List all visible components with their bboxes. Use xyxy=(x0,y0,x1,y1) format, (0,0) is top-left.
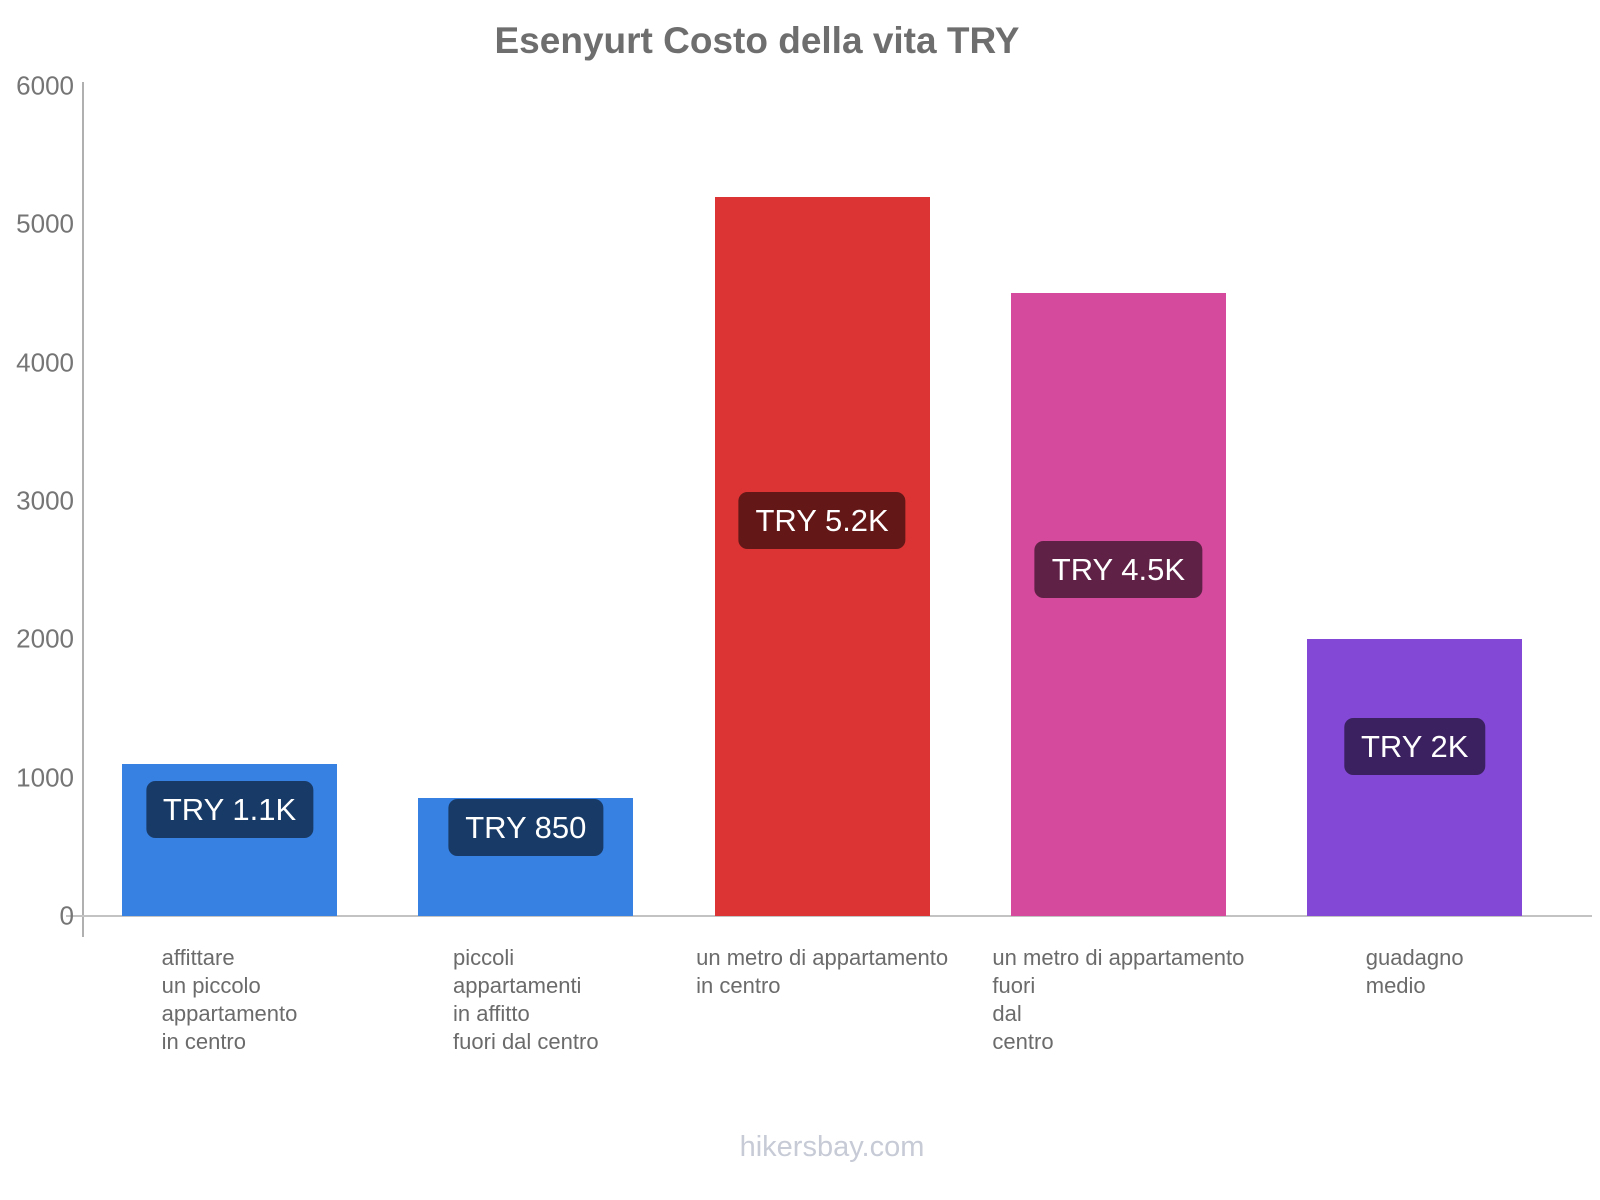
footer-watermark: hikersbay.com xyxy=(739,1131,925,1163)
value-badge: TRY 2K xyxy=(1343,717,1486,775)
y-tick-label: 0 xyxy=(59,900,74,931)
y-tick-label: 4000 xyxy=(16,347,74,378)
y-tick-label: 6000 xyxy=(16,70,74,101)
bar: TRY 4.5K xyxy=(1010,293,1226,916)
x-category-label: un metro di appartamento fuori dal centr… xyxy=(992,945,1245,1054)
x-category-label: affittare un piccolo appartamento in cen… xyxy=(161,945,298,1054)
value-badge: TRY 850 xyxy=(448,798,604,856)
y-axis-line xyxy=(82,82,84,937)
value-badge: TRY 4.5K xyxy=(1034,541,1203,599)
bar: TRY 2K xyxy=(1307,639,1523,916)
x-category-label: un metro di appartamento in centro xyxy=(696,945,949,998)
x-category-label: piccoli appartamenti in affitto fuori da… xyxy=(453,945,599,1054)
chart-title: Esenyurt Costo della vita TRY xyxy=(494,20,1020,61)
bar: TRY 1.1K xyxy=(122,764,337,916)
value-badge: TRY 5.2K xyxy=(738,492,906,550)
value-badge: TRY 1.1K xyxy=(145,781,314,839)
y-tick-label: 1000 xyxy=(16,762,74,793)
y-tick-label: 3000 xyxy=(16,485,74,516)
x-axis-line xyxy=(66,915,1592,917)
x-category-label: guadagno medio xyxy=(1365,945,1464,998)
y-tick-label: 5000 xyxy=(16,208,74,239)
bar: TRY 5.2K xyxy=(714,197,930,916)
y-tick-label: 2000 xyxy=(16,623,74,654)
bar: TRY 850 xyxy=(418,798,634,916)
